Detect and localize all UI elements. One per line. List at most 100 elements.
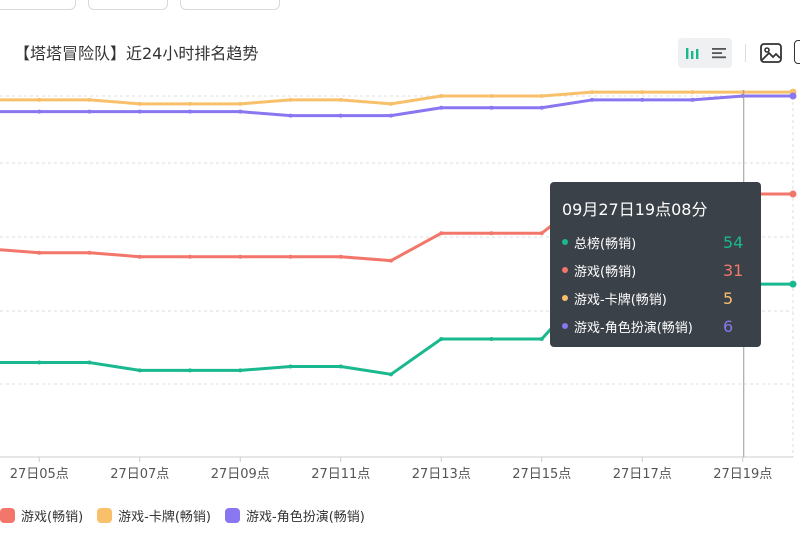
image-icon — [760, 43, 782, 63]
data-point — [590, 90, 594, 95]
data-point — [188, 254, 192, 259]
list-icon[interactable] — [711, 45, 727, 61]
chart-tooltip: 09月27日19点08分 总榜(畅销) 54 游戏(畅销) 31 游戏-卡牌(畅… — [550, 182, 761, 347]
toolbar-divider — [745, 44, 746, 62]
series-lines — [0, 88, 797, 377]
legend-item-rpg[interactable]: 游戏-角色扮演(畅销) — [225, 506, 365, 525]
data-point — [37, 97, 42, 102]
download-image-button[interactable] — [756, 38, 786, 68]
data-point — [87, 250, 92, 255]
data-point — [439, 94, 444, 98]
data-point — [288, 254, 293, 259]
x-tick-label: 27日09点 — [211, 467, 270, 482]
data-point — [288, 113, 293, 118]
data-point — [539, 105, 544, 110]
data-point — [640, 90, 645, 95]
series-line — [0, 94, 793, 118]
data-point — [288, 97, 293, 102]
legend-label: 游戏-卡牌(畅销) — [118, 510, 211, 525]
data-point — [137, 368, 142, 373]
data-point — [789, 190, 797, 198]
tooltip-row: 总榜(畅销) 54 — [562, 228, 747, 256]
legend-swatch — [225, 508, 240, 523]
data-point — [87, 360, 92, 365]
legend-label: 游戏(畅销) — [21, 510, 84, 525]
data-point — [789, 280, 797, 288]
data-point — [489, 105, 494, 110]
tooltip-dot — [562, 295, 568, 301]
data-point — [87, 109, 92, 114]
legend-item-game[interactable]: 游戏(畅销) — [0, 506, 83, 525]
tooltip-dot — [562, 239, 568, 245]
tooltip-series-name: 游戏-卡牌(畅销) — [574, 292, 667, 308]
data-point — [338, 364, 343, 369]
tooltip-value: 31 — [723, 260, 744, 280]
data-point — [37, 109, 42, 114]
tooltip-series-name: 总榜(畅销) — [574, 236, 637, 252]
tooltip-dot — [562, 323, 568, 329]
legend-label: 游戏-角色扮演(畅销) — [246, 510, 365, 525]
data-point — [539, 231, 544, 236]
x-tick-label: 27日07点 — [110, 467, 169, 482]
tooltip-row: 游戏(畅销) 31 — [562, 256, 747, 284]
data-point — [338, 97, 343, 102]
filter-button-3[interactable] — [180, 0, 280, 10]
data-point — [439, 105, 444, 110]
data-point — [238, 101, 243, 106]
data-point — [439, 231, 444, 236]
data-point — [137, 101, 142, 106]
legend-swatch — [97, 508, 113, 523]
tooltip-title: 09月27日19点08分 — [562, 200, 708, 219]
tooltip-value: 5 — [723, 288, 734, 308]
data-point — [188, 368, 192, 373]
chart-type-toggle[interactable] — [678, 38, 732, 68]
x-tick-label: 27日19点 — [713, 467, 772, 482]
chart-title: 【塔塔冒险队】近24小时排名趋势 — [14, 44, 259, 63]
x-tick-label: 27日17点 — [613, 467, 672, 482]
data-point — [37, 360, 42, 365]
data-point — [690, 97, 695, 102]
data-point — [590, 97, 594, 102]
filter-button-1[interactable] — [0, 0, 76, 10]
data-point — [389, 258, 393, 263]
data-point — [489, 337, 494, 342]
data-point — [640, 97, 645, 102]
tooltip-series-name: 游戏-角色扮演(畅销) — [574, 320, 693, 336]
x-tick-label: 27日05点 — [10, 467, 69, 482]
data-point — [389, 113, 393, 118]
data-point — [789, 92, 797, 100]
data-point — [137, 109, 142, 114]
data-point — [439, 337, 444, 342]
filter-button-2[interactable] — [88, 0, 168, 10]
data-point — [288, 364, 293, 369]
tooltip-series-name: 游戏(畅销) — [574, 264, 637, 280]
x-tick-label: 27日13点 — [412, 467, 471, 482]
data-point — [338, 113, 343, 118]
data-point — [389, 372, 393, 377]
tooltip-value: 6 — [723, 316, 734, 336]
data-point — [238, 368, 243, 373]
tooltip-dot — [562, 267, 568, 273]
data-point — [338, 254, 343, 259]
data-point — [238, 254, 243, 259]
legend-item-card[interactable]: 游戏-卡牌(畅销) — [97, 506, 211, 525]
line-chart: 27日05点 27日07点 27日09点 27日11点 27日13点 27日15点 27日1… — [0, 88, 797, 482]
data-point — [389, 101, 393, 106]
data-point — [188, 109, 192, 114]
data-point — [539, 94, 544, 98]
chart-legend: 游戏(畅销) 游戏-卡牌(畅销) 游戏-角色扮演(畅销) — [0, 506, 379, 525]
data-point — [690, 90, 695, 95]
bar-chart-icon[interactable] — [684, 45, 700, 61]
x-axis-ticks: 27日05点 27日07点 27日09点 27日11点 27日13点 27日15点 27日1… — [10, 457, 772, 482]
data-point — [489, 94, 494, 98]
data-point — [188, 101, 192, 106]
data-point — [37, 250, 42, 255]
data-point — [539, 337, 544, 342]
data-point — [489, 231, 494, 236]
legend-swatch — [0, 508, 15, 523]
x-tick-label: 27日11点 — [311, 467, 370, 482]
tooltip-row: 游戏-角色扮演(畅销) 6 — [562, 312, 747, 340]
tooltip-value: 54 — [723, 232, 744, 252]
data-point — [87, 97, 92, 102]
extra-tool-button[interactable] — [794, 40, 800, 64]
